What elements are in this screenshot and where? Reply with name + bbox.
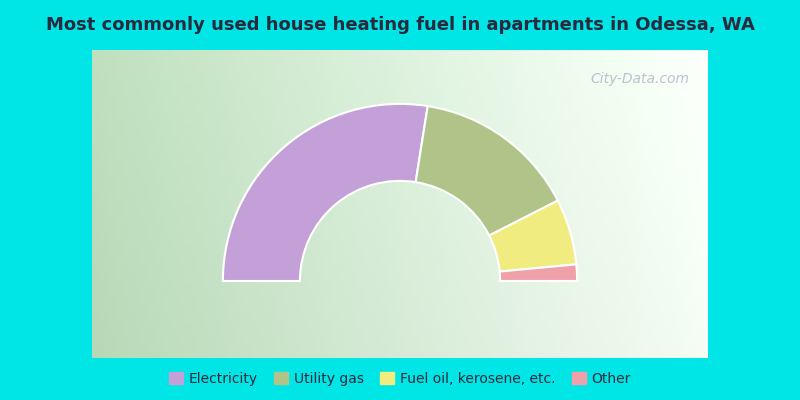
Wedge shape — [416, 106, 558, 236]
Wedge shape — [500, 264, 577, 281]
Text: Most commonly used house heating fuel in apartments in Odessa, WA: Most commonly used house heating fuel in… — [46, 16, 754, 34]
Wedge shape — [223, 104, 428, 281]
Wedge shape — [489, 200, 576, 272]
Text: City-Data.com: City-Data.com — [590, 72, 690, 86]
Legend: Electricity, Utility gas, Fuel oil, kerosene, etc., Other: Electricity, Utility gas, Fuel oil, kero… — [163, 366, 637, 392]
